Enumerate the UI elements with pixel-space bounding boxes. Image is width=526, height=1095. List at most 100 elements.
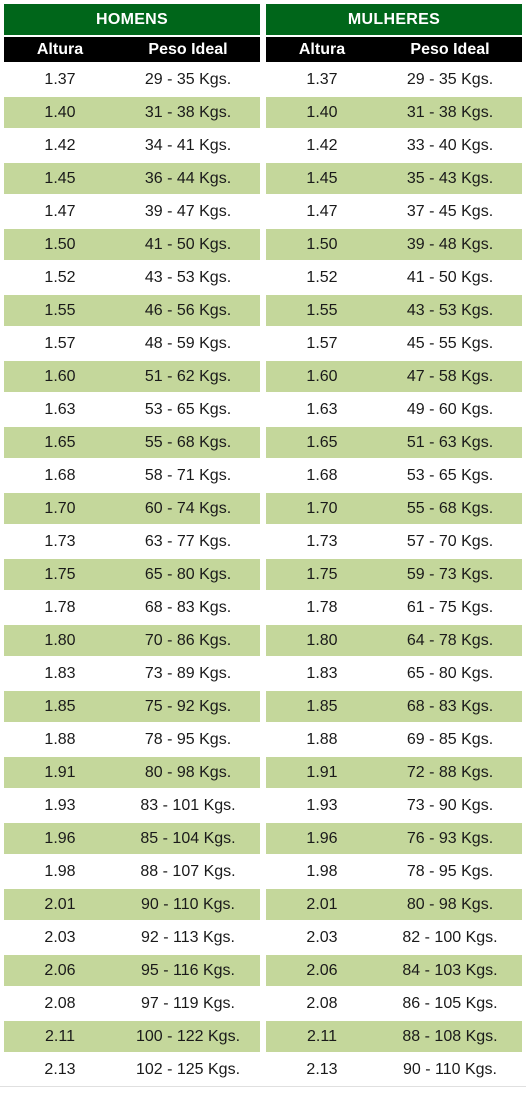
height-cell: 2.03 (44, 928, 76, 946)
weight-cell: 80 - 98 Kgs. (406, 895, 494, 913)
table-row: 1.85 68 - 83 Kgs. (266, 690, 522, 723)
table-row: 1.45 36 - 44 Kgs. (4, 162, 260, 195)
men-rows: 1.37 29 - 35 Kgs. 1.40 31 - 38 Kgs. 1.42 34 -… (4, 63, 260, 1086)
table-row: 2.03 82 - 100 Kgs. (266, 921, 522, 954)
table-row: 1.45 35 - 43 Kgs. (266, 162, 522, 195)
height-cell: 1.50 (44, 235, 76, 253)
weight-cell: 92 - 113 Kgs. (141, 928, 235, 946)
height-cell: 1.60 (44, 367, 76, 385)
table-row: 1.50 41 - 50 Kgs. (4, 228, 260, 261)
weight-cell: 90 - 110 Kgs. (141, 895, 235, 913)
height-cell: 1.85 (44, 697, 76, 715)
height-cell: 1.93 (44, 796, 76, 814)
height-cell: 1.91 (306, 763, 338, 781)
table-row: 1.80 70 - 86 Kgs. (4, 624, 260, 657)
height-cell: 1.68 (44, 466, 76, 484)
table-row: 1.78 68 - 83 Kgs. (4, 591, 260, 624)
bottom-divider (0, 1086, 526, 1087)
height-cell: 1.40 (306, 103, 338, 121)
table-row: 1.96 76 - 93 Kgs. (266, 822, 522, 855)
table-row: 1.65 51 - 63 Kgs. (266, 426, 522, 459)
weight-cell: 78 - 95 Kgs. (406, 862, 494, 880)
table-row: 1.55 46 - 56 Kgs. (4, 294, 260, 327)
height-cell: 1.91 (44, 763, 76, 781)
weight-cell: 88 - 108 Kgs. (402, 1027, 498, 1045)
weight-cell: 86 - 105 Kgs. (402, 994, 498, 1012)
women-title: MULHERES (266, 4, 522, 35)
height-cell: 1.65 (306, 433, 338, 451)
weight-cell: 34 - 41 Kgs. (144, 136, 232, 154)
height-cell: 1.37 (44, 70, 76, 88)
table-row: 1.88 78 - 95 Kgs. (4, 723, 260, 756)
height-cell: 1.63 (44, 400, 76, 418)
height-cell: 2.06 (306, 961, 338, 979)
height-cell: 2.13 (306, 1060, 338, 1078)
height-cell: 1.63 (306, 400, 338, 418)
height-cell: 1.96 (44, 829, 76, 847)
height-cell: 2.08 (44, 994, 76, 1012)
height-cell: 1.83 (44, 664, 76, 682)
table-row: 1.68 53 - 65 Kgs. (266, 459, 522, 492)
table-row: 1.42 33 - 40 Kgs. (266, 129, 522, 162)
weight-cell: 48 - 59 Kgs. (144, 334, 232, 352)
women-weight-header: Peso Ideal (410, 40, 490, 58)
table-row: 1.98 88 - 107 Kgs. (4, 855, 260, 888)
weight-cell: 59 - 73 Kgs. (406, 565, 494, 583)
weight-cell: 51 - 62 Kgs. (144, 367, 232, 385)
table-row: 1.75 65 - 80 Kgs. (4, 558, 260, 591)
height-cell: 1.88 (306, 730, 338, 748)
height-cell: 2.13 (44, 1060, 76, 1078)
table-row: 1.57 48 - 59 Kgs. (4, 327, 260, 360)
table-row: 1.73 63 - 77 Kgs. (4, 525, 260, 558)
height-cell: 1.80 (306, 631, 338, 649)
weight-cell: 31 - 38 Kgs. (406, 103, 494, 121)
table-row: 2.11 88 - 108 Kgs. (266, 1020, 522, 1053)
weight-cell: 41 - 50 Kgs. (144, 235, 232, 253)
height-cell: 1.80 (44, 631, 76, 649)
height-cell: 1.52 (306, 268, 338, 286)
weight-cell: 29 - 35 Kgs. (144, 70, 232, 88)
table-row: 1.40 31 - 38 Kgs. (266, 96, 522, 129)
table-row: 1.52 41 - 50 Kgs. (266, 261, 522, 294)
table-row: 1.47 37 - 45 Kgs. (266, 195, 522, 228)
weight-cell: 60 - 74 Kgs. (144, 499, 232, 517)
weight-cell: 75 - 92 Kgs. (144, 697, 232, 715)
weight-cell: 68 - 83 Kgs. (406, 697, 494, 715)
table-row: 1.68 58 - 71 Kgs. (4, 459, 260, 492)
weight-cell: 45 - 55 Kgs. (406, 334, 494, 352)
table-row: 1.63 53 - 65 Kgs. (4, 393, 260, 426)
height-cell: 1.57 (44, 334, 76, 352)
men-weight-header: Peso Ideal (148, 40, 228, 58)
men-title: HOMENS (4, 4, 260, 35)
table-row: 1.65 55 - 68 Kgs. (4, 426, 260, 459)
weight-cell: 68 - 83 Kgs. (144, 598, 232, 616)
table-row: 1.60 47 - 58 Kgs. (266, 360, 522, 393)
weight-cell: 65 - 80 Kgs. (406, 664, 494, 682)
weight-cell: 63 - 77 Kgs. (144, 532, 232, 550)
table-row: 1.85 75 - 92 Kgs. (4, 690, 260, 723)
weight-cell: 47 - 58 Kgs. (406, 367, 494, 385)
table-row: 1.63 49 - 60 Kgs. (266, 393, 522, 426)
table-row: 2.13 102 - 125 Kgs. (4, 1053, 260, 1086)
table-row: 1.70 60 - 74 Kgs. (4, 492, 260, 525)
height-cell: 1.37 (306, 70, 338, 88)
weight-cell: 70 - 86 Kgs. (144, 631, 232, 649)
height-cell: 2.01 (306, 895, 338, 913)
weight-cell: 88 - 107 Kgs. (140, 862, 236, 880)
weight-cell: 58 - 71 Kgs. (144, 466, 232, 484)
table-row: 1.83 73 - 89 Kgs. (4, 657, 260, 690)
table-row: 2.06 95 - 116 Kgs. (4, 954, 260, 987)
table-row: 1.93 73 - 90 Kgs. (266, 789, 522, 822)
table-row: 1.37 29 - 35 Kgs. (4, 63, 260, 96)
table-row: 2.11 100 - 122 Kgs. (4, 1020, 260, 1053)
weight-cell: 85 - 104 Kgs. (140, 829, 236, 847)
weight-cell: 83 - 101 Kgs. (140, 796, 236, 814)
table-row: 1.50 39 - 48 Kgs. (266, 228, 522, 261)
table-row: 1.60 51 - 62 Kgs. (4, 360, 260, 393)
weight-cell: 53 - 65 Kgs. (406, 466, 494, 484)
table-row: 2.06 84 - 103 Kgs. (266, 954, 522, 987)
table-row: 2.08 97 - 119 Kgs. (4, 987, 260, 1020)
height-cell: 2.08 (306, 994, 338, 1012)
table-row: 2.03 92 - 113 Kgs. (4, 921, 260, 954)
weight-cell: 72 - 88 Kgs. (406, 763, 494, 781)
